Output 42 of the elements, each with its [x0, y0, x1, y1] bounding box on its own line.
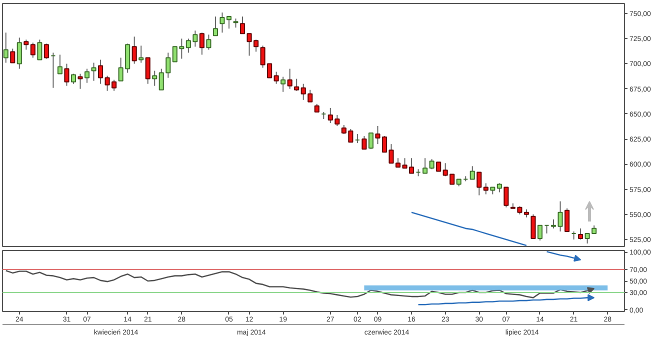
line-series [410, 212, 528, 246]
candlestick [91, 62, 96, 82]
candlestick [64, 63, 70, 86]
candlestick [199, 32, 204, 56]
candlestick [287, 68, 292, 90]
candlestick [564, 208, 570, 232]
candlestick [84, 68, 90, 84]
candlestick [206, 34, 212, 50]
candlestick [212, 16, 218, 36]
candlestick [422, 158, 428, 174]
candlestick [476, 172, 482, 196]
candlestick [98, 59, 104, 84]
candlestick [429, 158, 434, 170]
candlestick [24, 39, 29, 50]
candlestick [483, 182, 488, 195]
candlestick [138, 45, 144, 64]
candlestick [578, 228, 584, 240]
candlestick [70, 73, 76, 84]
candlestick [530, 214, 536, 239]
candlestick [368, 132, 374, 150]
candlestick [78, 73, 83, 90]
candlestick [30, 42, 36, 58]
candlestick [537, 224, 543, 241]
candlestick [152, 70, 158, 86]
candlestick [280, 76, 286, 92]
candlestick [294, 78, 300, 92]
candlestick [145, 57, 150, 84]
candlestick [274, 71, 279, 84]
candlestick [3, 32, 8, 64]
candlestick [10, 48, 16, 64]
candlestick [57, 54, 62, 74]
candlestick [16, 37, 22, 70]
candlestick [37, 39, 42, 60]
candlestick [504, 186, 509, 208]
candlestick [470, 166, 475, 180]
candlestick [44, 43, 49, 60]
candlestick [496, 182, 502, 193]
candlestick [233, 18, 238, 28]
candlestick [132, 36, 137, 64]
candlestick [584, 232, 590, 244]
candlestick [436, 162, 442, 172]
candlestick [362, 136, 367, 150]
